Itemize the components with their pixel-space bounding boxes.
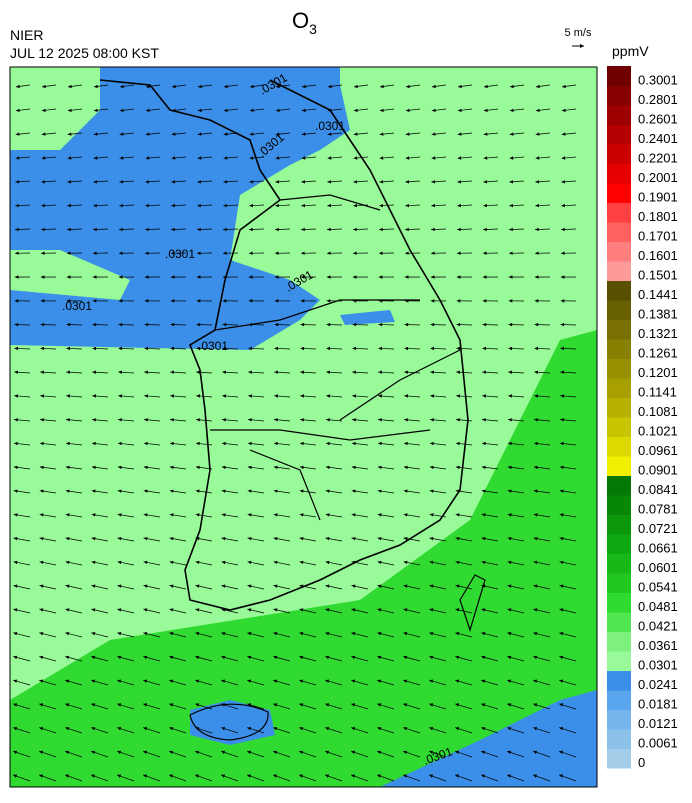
colorbar-tick-label: 0.0721: [638, 521, 678, 536]
colorbar-tick-label: 0.1441: [638, 287, 678, 302]
colorbar-cell: [607, 359, 631, 379]
colorbar-cell: [607, 320, 631, 340]
colorbar-cell: [607, 690, 631, 710]
colorbar-cell: [607, 651, 631, 671]
colorbar-cell: [607, 710, 631, 730]
colorbar-cell: [607, 222, 631, 242]
colorbar-tick-label: 0.0841: [638, 482, 678, 497]
colorbar-tick-label: 0.0181: [638, 697, 678, 712]
contour-label: .0301: [62, 299, 92, 313]
colorbar-cell: [607, 281, 631, 301]
colorbar-cell: [607, 573, 631, 593]
colorbar-cell: [607, 125, 631, 145]
colorbar-tick-label: 0.1801: [638, 209, 678, 224]
colorbar-tick-label: 0.0481: [638, 599, 678, 614]
colorbar-tick-label: 0.1201: [638, 365, 678, 380]
colorbar-tick-label: 0.0961: [638, 443, 678, 458]
colorbar-tick-label: 0.2401: [638, 131, 678, 146]
colorbar-tick-label: 0.3001: [638, 73, 678, 88]
colorbar-tick-label: 0.0241: [638, 677, 678, 692]
colorbar-cell: [607, 242, 631, 262]
colorbar-tick-label: 0.1381: [638, 307, 678, 322]
colorbar-tick-label: 0.0361: [638, 638, 678, 653]
colorbar-tick-label: 0.1701: [638, 229, 678, 244]
colorbar-cell: [607, 164, 631, 184]
colorbar-tick-label: 0.2201: [638, 151, 678, 166]
colorbar-cell: [607, 437, 631, 457]
colorbar-cell: [607, 554, 631, 574]
colorbar-cell: [607, 86, 631, 106]
colorbar-cell: [607, 339, 631, 359]
colorbar-cell: [607, 66, 631, 86]
wind-scale-label: 5 m/s: [565, 27, 592, 39]
colorbar-cell: [607, 144, 631, 164]
contour-label: .0301: [198, 339, 228, 353]
colorbar-cell: [607, 398, 631, 418]
colorbar-cell: [607, 105, 631, 125]
colorbar-cell: [607, 749, 631, 769]
wind-scale-head: [580, 44, 584, 48]
colorbar-tick-label: 0.1601: [638, 248, 678, 263]
colorbar-tick-label: 0.0301: [638, 658, 678, 673]
colorbar-cell: [607, 671, 631, 691]
colorbar-cell: [607, 495, 631, 515]
agency: NIER: [10, 27, 43, 43]
title: O3: [292, 8, 317, 37]
colorbar-tick-label: 0.0601: [638, 560, 678, 575]
colorbar-cell: [607, 612, 631, 632]
colorbar-tick-label: 0.1501: [638, 268, 678, 283]
colorbar-tick-label: 0.0661: [638, 541, 678, 556]
colorbar-cell: [607, 456, 631, 476]
colorbar-cell: [607, 593, 631, 613]
colorbar-cell: [607, 378, 631, 398]
colorbar-tick-label: 0.0121: [638, 716, 678, 731]
colorbar-cell: [607, 534, 631, 554]
contour-label: .0301: [315, 119, 345, 133]
colorbar-tick-label: 0.0541: [638, 580, 678, 595]
colorbar-cell: [607, 729, 631, 749]
colorbar-cell: [607, 476, 631, 496]
colorbar-unit: ppmV: [612, 43, 649, 59]
colorbar-tick-label: 0.1141: [638, 385, 677, 400]
colorbar-cell: [607, 417, 631, 437]
colorbar-tick-label: 0.0781: [638, 502, 678, 517]
datetime: JUL 12 2025 08:00 KST: [10, 45, 159, 61]
colorbar-tick-label: 0.1321: [638, 326, 678, 341]
colorbar-tick-label: 0.1901: [638, 190, 678, 205]
colorbar-cell: [607, 300, 631, 320]
colorbar-tick-label: 0.1081: [638, 404, 678, 419]
colorbar-cell: [607, 183, 631, 203]
colorbar-tick-label: 0.0901: [638, 463, 678, 478]
colorbar-tick-label: 0.2601: [638, 112, 678, 127]
colorbar-cell: [607, 261, 631, 281]
colorbar-tick-label: 0.0421: [638, 619, 678, 634]
contour-label: .0301: [165, 247, 195, 261]
colorbar-cell: [607, 632, 631, 652]
map: .0301.0301.0301.0301.0301.0301.0301.0301: [10, 67, 597, 787]
colorbar-tick-label: 0.1261: [638, 346, 678, 361]
colorbar-cell: [607, 515, 631, 535]
colorbar-tick-label: 0.1021: [638, 424, 678, 439]
colorbar-tick-label: 0: [638, 755, 645, 770]
colorbar-tick-label: 0.0061: [638, 736, 678, 751]
colorbar-tick-label: 0.2001: [638, 170, 678, 185]
colorbar-tick-label: 0.2801: [638, 92, 678, 107]
colorbar-cell: [607, 203, 631, 223]
